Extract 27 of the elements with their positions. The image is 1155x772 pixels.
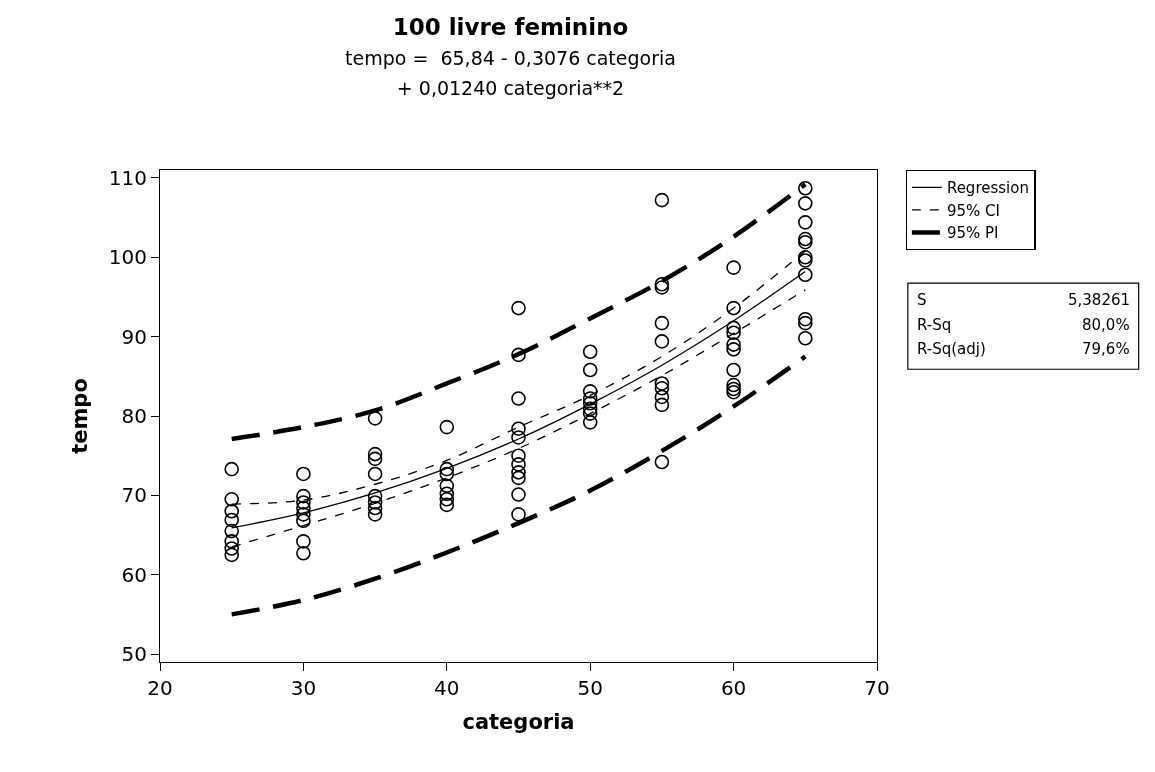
legend-label: Regression [946, 179, 1029, 198]
x-tick-label: 30 [290, 676, 317, 701]
chart-title: 100 livre feminino [392, 13, 629, 40]
y-tick-label: 110 [108, 165, 147, 190]
y-tick-label: 90 [121, 324, 147, 349]
x-tick-label: 50 [577, 676, 603, 701]
y-axis-title: tempo [67, 378, 92, 454]
text: S [917, 291, 927, 309]
line-series [229, 354, 808, 617]
y-tick-label: 100 [108, 245, 147, 270]
y-tick-label: 70 [121, 483, 147, 508]
legend-label: 95% CI [946, 201, 1000, 220]
y-tick-label: 50 [121, 642, 147, 667]
text: 5,38261 [1068, 291, 1131, 309]
x-axis-title: categoria [462, 710, 575, 735]
text: 79,6% [1082, 340, 1130, 358]
x-tick-label: 70 [864, 676, 890, 701]
text: 80,0% [1082, 316, 1130, 334]
text: R-Sq [917, 316, 952, 334]
y-tick-label: 80 [121, 404, 147, 428]
legend-label: 95% PI [946, 224, 999, 243]
text: R-Sq(adj) [917, 340, 986, 358]
x-tick-label: 20 [147, 676, 173, 701]
y-tick-label: 60 [121, 562, 147, 587]
x-tick-label: 40 [434, 676, 460, 701]
x-tick-label: 60 [720, 676, 747, 701]
chart-subtitle: tempo = 65,84 - 0,3076 categoria + 0,01240 categoria**2 [345, 46, 676, 99]
